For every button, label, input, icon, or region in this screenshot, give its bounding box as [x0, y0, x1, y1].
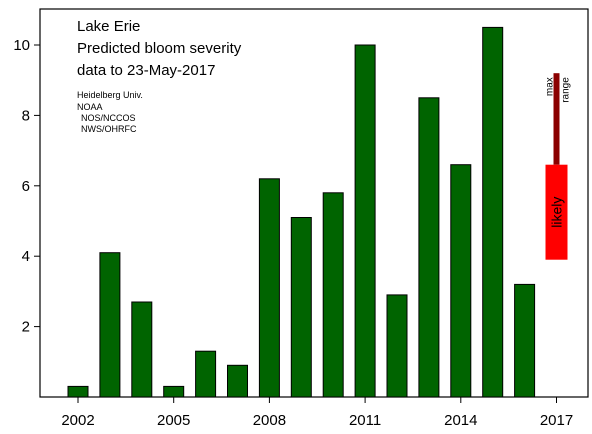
bar-2005 — [163, 385, 185, 398]
chart-title-line-2: Predicted bloom severity — [77, 40, 242, 57]
bar-2003 — [99, 252, 121, 398]
x-tick-label-2017: 2017 — [540, 412, 573, 429]
bar-2008 — [258, 178, 280, 398]
forecast-2017-group: likely max range — [545, 73, 572, 260]
source-line-1: Heidelberg Univ. — [77, 90, 143, 100]
y-tick-label-6: 6 — [22, 178, 30, 195]
plot-frame — [39, 8, 589, 398]
x-tick-label-2008: 2008 — [253, 412, 286, 429]
y-tick-label-2: 2 — [22, 319, 30, 336]
bar-2011 — [354, 44, 376, 398]
y-axis: 2 4 6 8 10 — [13, 37, 40, 336]
bars-group — [67, 26, 536, 398]
max-range-label-range: range — [561, 77, 572, 103]
bar-2016 — [514, 283, 536, 398]
x-axis: 2002 2005 2008 2011 2014 2017 — [61, 397, 573, 429]
bar-2006 — [195, 350, 217, 398]
bar-2004 — [131, 301, 153, 398]
source-line-3: NOS/NCCOS — [81, 113, 136, 123]
bar-2014 — [450, 164, 472, 398]
bar-2010 — [322, 192, 344, 398]
y-tick-label-8: 8 — [22, 107, 30, 124]
max-range-bar — [553, 73, 560, 165]
x-tick-label-2005: 2005 — [157, 412, 190, 429]
source-line-4: NWS/OHRFC — [81, 124, 137, 134]
bar-2007 — [227, 364, 248, 398]
bar-2009 — [290, 217, 312, 398]
chart-title-line-1: Lake Erie — [77, 18, 140, 35]
bar-2015 — [482, 26, 504, 398]
x-tick-label-2011: 2011 — [349, 412, 381, 429]
likely-range-bar — [545, 164, 568, 260]
chart-title-line-3: data to 23-May-2017 — [77, 62, 215, 79]
x-tick-label-2014: 2014 — [444, 412, 477, 429]
bar-2002 — [67, 385, 89, 398]
bar-2013 — [418, 97, 440, 398]
y-tick-label-10: 10 — [13, 37, 30, 54]
max-range-label-max: max — [545, 77, 556, 96]
bar-2012 — [386, 294, 408, 398]
source-line-2: NOAA — [77, 102, 103, 112]
likely-label: likely — [549, 197, 565, 228]
y-tick-label-4: 4 — [22, 248, 30, 265]
x-tick-label-2002: 2002 — [61, 412, 94, 429]
